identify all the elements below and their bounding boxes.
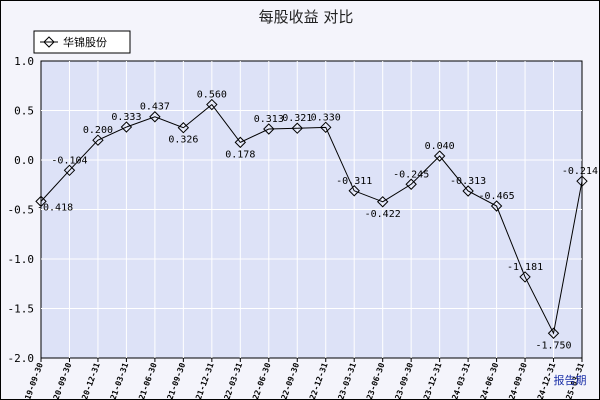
data-label: -1.181 — [507, 262, 543, 273]
data-label: -0.313 — [450, 176, 486, 187]
data-point-marker — [291, 122, 303, 134]
data-label: -0.418 — [37, 202, 73, 213]
x-tick-label: 2021-09-30 — [162, 361, 187, 399]
data-point-marker — [234, 136, 247, 149]
data-point-marker — [490, 200, 503, 212]
y-tick-label: 0.5 — [14, 105, 34, 118]
x-tick-label: 2022-06-30 — [248, 361, 273, 399]
data-point-marker — [63, 164, 76, 177]
series-line — [40, 103, 583, 335]
data-point-marker — [348, 185, 360, 197]
y-tick-label: -2.0 — [8, 352, 35, 365]
data-point-marker — [35, 195, 47, 208]
x-tick-label: 2024-03-31 — [447, 361, 472, 399]
data-label: 0.200 — [83, 125, 113, 136]
x-tick-label: 2023-09-30 — [390, 361, 415, 399]
data-point-marker — [120, 121, 133, 133]
legend-box — [33, 30, 131, 54]
x-tick-label: 2021-06-30 — [134, 361, 159, 399]
x-axis-ticks: 2019-09-30 2020-09-30 2020-12-31 2021-03-31… — [20, 358, 586, 399]
data-label: 0.321 — [282, 113, 312, 124]
data-label: -0.311 — [336, 176, 372, 187]
data-label: 0.326 — [168, 135, 198, 146]
x-tick-label: 2023-03-31 — [333, 361, 358, 399]
data-point-marker — [547, 327, 560, 339]
data-label: -0.104 — [51, 155, 87, 166]
legend-series-name: 华锦股份 — [63, 35, 107, 49]
legend-diamond-marker — [43, 36, 55, 48]
x-tick-label: 2020-09-30 — [48, 361, 73, 399]
data-point-marker — [433, 150, 446, 162]
y-tick-label: -1.0 — [8, 253, 35, 266]
data-label: 0.330 — [311, 112, 341, 123]
grid-lines — [41, 61, 582, 358]
data-label: -0.214 — [562, 166, 598, 177]
x-tick-label: 2022-09-30 — [276, 361, 301, 399]
data-label: -0.422 — [365, 209, 401, 220]
data-label: 0.040 — [425, 141, 455, 152]
data-label: -0.465 — [479, 191, 515, 202]
data-point-marker — [263, 123, 275, 135]
data-point-marker — [376, 196, 389, 208]
data-label: -1.750 — [535, 340, 571, 351]
data-point-marker — [320, 121, 332, 134]
x-tick-label: 2020-12-31 — [77, 361, 102, 399]
series-layer — [35, 98, 588, 339]
x-tick-label: 2023-06-30 — [362, 361, 387, 399]
x-tick-label: 2024-06-30 — [476, 361, 501, 399]
data-label: 0.333 — [111, 112, 141, 123]
data-label: 0.178 — [225, 149, 255, 160]
x-axis-label: 报告期 — [554, 373, 587, 387]
x-tick-label: 2021-12-31 — [191, 361, 216, 399]
data-label: -0.245 — [393, 169, 429, 180]
x-tick-label: 2021-03-31 — [105, 361, 130, 399]
data-point-marker — [206, 98, 218, 111]
y-axis-ticks: 1.0 0.5 0.0 -0.5 -1.0 -1.5 -2.0 — [8, 55, 35, 365]
data-point-marker — [405, 178, 417, 190]
x-tick-label: 2023-12-31 — [419, 361, 444, 399]
data-label: 0.313 — [254, 114, 284, 125]
data-point-marker — [177, 122, 190, 134]
data-label: 0.437 — [140, 102, 170, 113]
y-tick-label: 1.0 — [14, 55, 34, 68]
y-tick-label: -1.5 — [8, 303, 35, 316]
x-tick-label: 2019-09-30 — [20, 361, 45, 399]
x-tick-label: 2022-03-31 — [219, 361, 244, 399]
x-tick-label: 2022-12-31 — [305, 361, 330, 399]
data-point-marker — [92, 134, 104, 146]
data-point-marker — [519, 271, 531, 283]
data-point-marker — [462, 185, 474, 197]
y-tick-label: 0.0 — [14, 154, 34, 167]
data-point-marker — [576, 175, 588, 187]
chart-title: 每股收益 对比 — [259, 8, 354, 26]
legend: 华锦股份 — [33, 30, 131, 54]
x-tick-label: 2024-09-30 — [504, 361, 529, 399]
data-label: 0.560 — [197, 90, 227, 101]
data-point-marker — [149, 111, 161, 123]
y-tick-label: -0.5 — [8, 204, 35, 217]
